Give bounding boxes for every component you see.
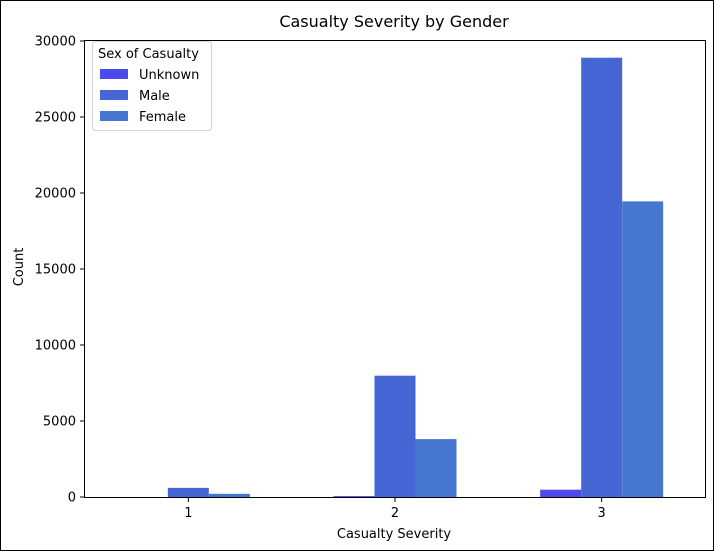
x-axis: 1 2 3 <box>184 497 606 521</box>
legend-swatch-male <box>100 90 128 100</box>
y-tick-label: 15000 <box>35 263 76 278</box>
legend-label-female: Female <box>139 110 186 125</box>
y-tick-label: 5000 <box>43 415 76 430</box>
y-axis-label: Count <box>12 248 27 287</box>
x-tick-label: 2 <box>391 506 399 521</box>
plot-area-border <box>84 40 706 498</box>
y-tick-label: 25000 <box>35 111 76 126</box>
bar-unknown-2 <box>333 496 375 497</box>
legend-label-male: Male <box>139 89 170 104</box>
y-tick-label: 20000 <box>35 187 76 202</box>
bar-male-1 <box>167 487 209 497</box>
bar-male-3 <box>581 57 623 497</box>
bar-female-3 <box>622 201 664 498</box>
legend-swatch-unknown <box>100 69 128 79</box>
y-tick-label: 10000 <box>35 339 76 354</box>
y-tick-label: 30000 <box>35 35 76 50</box>
legend: Sex of Casualty Unknown Male Female <box>92 41 212 131</box>
legend-label-unknown: Unknown <box>139 68 199 83</box>
bar-female-2 <box>415 439 457 497</box>
bar-unknown-3 <box>540 489 582 497</box>
bar-female-1 <box>208 493 250 497</box>
bars-layer <box>167 57 664 498</box>
chart-title: Casualty Severity by Gender <box>279 12 509 31</box>
x-tick-label: 3 <box>598 506 606 521</box>
x-tick-label: 1 <box>184 506 192 521</box>
x-axis-label: Casualty Severity <box>337 527 452 542</box>
y-axis: 0 5000 10000 15000 20000 25000 30000 <box>35 35 85 506</box>
legend-title: Sex of Casualty <box>98 47 199 62</box>
legend-items: Unknown Male Female <box>100 68 199 125</box>
bar-male-2 <box>374 375 416 497</box>
legend-swatch-female <box>100 111 128 121</box>
legend-box <box>92 41 212 131</box>
y-tick-label: 0 <box>68 491 76 506</box>
